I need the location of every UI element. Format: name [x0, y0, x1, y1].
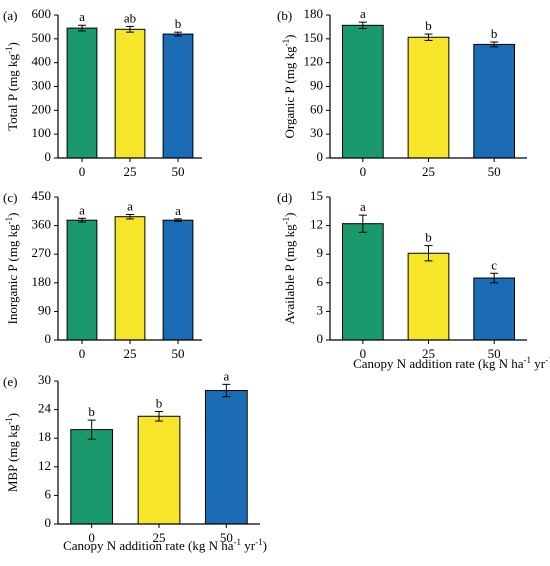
y-tick-label: 180	[304, 6, 324, 21]
panel-label: (c)	[3, 190, 17, 205]
y-tick-label: 100	[32, 125, 52, 140]
x-tick-label: 25	[124, 164, 137, 179]
bar	[114, 216, 146, 341]
y-tick-label: 15	[310, 188, 323, 203]
y-tick-label: 30	[38, 372, 51, 387]
bar	[66, 219, 98, 341]
x-tick-label: 0	[360, 346, 367, 361]
y-tick-label: 3	[317, 302, 324, 317]
y-tick-label: 12	[310, 217, 323, 232]
bar	[114, 28, 146, 159]
panel-label: (e)	[3, 374, 17, 389]
y-tick-label: 600	[32, 6, 52, 21]
y-tick-label: 0	[317, 331, 324, 346]
bar	[407, 36, 450, 159]
x-axis-label: Canopy N addition rate (kg N ha-1 yr-1)	[63, 537, 267, 553]
x-tick-label: 0	[79, 346, 86, 361]
panel-a: (a)Total P (mg kg-1)a0ab25b5001002003004…	[3, 6, 202, 179]
y-tick-label: 30	[310, 125, 323, 140]
bar	[162, 219, 194, 341]
significance-letter: b	[88, 404, 95, 419]
x-tick-label: 0	[360, 164, 367, 179]
y-tick-label: 0	[45, 149, 52, 164]
significance-letter: b	[425, 18, 432, 33]
x-axis-label: Canopy N addition rate (kg N ha-1 yr-1)	[353, 355, 550, 371]
significance-letter: a	[223, 368, 229, 383]
y-tick-label: 12	[38, 458, 51, 473]
bar	[407, 252, 450, 341]
y-tick-label: 400	[32, 54, 52, 69]
y-tick-label: 500	[32, 30, 52, 45]
x-tick-label: 25	[153, 530, 166, 545]
significance-letter: b	[156, 396, 163, 411]
bar	[70, 429, 114, 525]
y-tick-label: 300	[32, 77, 52, 92]
significance-letter: c	[491, 257, 497, 272]
significance-letter: a	[360, 199, 366, 214]
y-tick-label: 6	[317, 274, 324, 289]
x-tick-label: 25	[124, 346, 137, 361]
bar	[204, 390, 248, 525]
significance-letter: a	[79, 202, 85, 217]
y-tick-label: 24	[38, 401, 52, 416]
significance-letter: a	[175, 203, 181, 218]
y-axis-label: Inorganic P (mg kg-1)	[4, 213, 20, 325]
y-axis-label: Total P (mg kg-1)	[4, 42, 20, 131]
panel-label: (d)	[277, 190, 292, 205]
bar	[66, 27, 98, 159]
significance-letter: a	[127, 198, 133, 213]
significance-letter: ab	[124, 10, 136, 25]
y-tick-label: 9	[317, 245, 324, 260]
panel-label: (a)	[3, 8, 17, 23]
x-tick-label: 50	[172, 164, 185, 179]
y-tick-label: 0	[317, 149, 324, 164]
y-tick-label: 200	[32, 101, 52, 116]
significance-letter: b	[491, 26, 498, 41]
bar	[473, 43, 516, 159]
x-tick-label: 50	[172, 346, 185, 361]
y-axis-label: MBP (mg kg-1)	[4, 413, 20, 492]
y-axis-label: Organic P (mg kg-1)	[281, 35, 297, 139]
bar	[341, 223, 384, 341]
y-tick-label: 0	[45, 331, 52, 346]
y-tick-label: 18	[38, 429, 51, 444]
x-tick-label: 25	[422, 346, 435, 361]
y-tick-label: 90	[38, 302, 51, 317]
y-tick-label: 450	[32, 188, 52, 203]
panel-d: (d) Available P (mg kg-1) a 0 b 25 c 50 0 3 6 9 12 15…	[277, 188, 550, 371]
y-tick-label: 60	[310, 101, 323, 116]
panel-c: (c) Inorganic P (mg kg-1) a 0 a 25 a 50 0 90 180 27…	[3, 188, 202, 361]
bar	[473, 277, 516, 341]
y-tick-label: 90	[310, 77, 323, 92]
y-tick-label: 270	[32, 245, 52, 260]
panel-b: (b) Organic P (mg kg-1) a 0 b 25 b 50 0 30 60 90 120…	[277, 6, 527, 179]
x-tick-label: 50	[220, 530, 233, 545]
x-tick-label: 50	[488, 346, 501, 361]
x-tick-label: 0	[88, 530, 95, 545]
significance-letter: b	[425, 230, 432, 245]
y-tick-label: 360	[32, 217, 52, 232]
bar	[341, 24, 384, 159]
bar	[162, 33, 194, 159]
significance-letter: a	[79, 9, 85, 24]
significance-letter: b	[175, 16, 182, 31]
y-tick-label: 6	[45, 486, 52, 501]
bar	[137, 415, 181, 525]
x-tick-label: 50	[488, 164, 501, 179]
y-tick-label: 120	[304, 54, 324, 69]
x-tick-label: 0	[79, 164, 86, 179]
panel-label: (b)	[277, 8, 292, 23]
y-axis-label: Available P (mg kg-1)	[281, 213, 297, 325]
y-tick-label: 0	[45, 515, 52, 530]
panel-e: (e) MBP (mg kg-1) b 0 b 25 a 50 0 6 12 18 24 30 Canopy…	[3, 368, 267, 553]
x-tick-label: 25	[422, 164, 435, 179]
significance-letter: a	[360, 6, 366, 21]
y-tick-label: 180	[32, 274, 52, 289]
y-tick-label: 150	[304, 30, 324, 45]
